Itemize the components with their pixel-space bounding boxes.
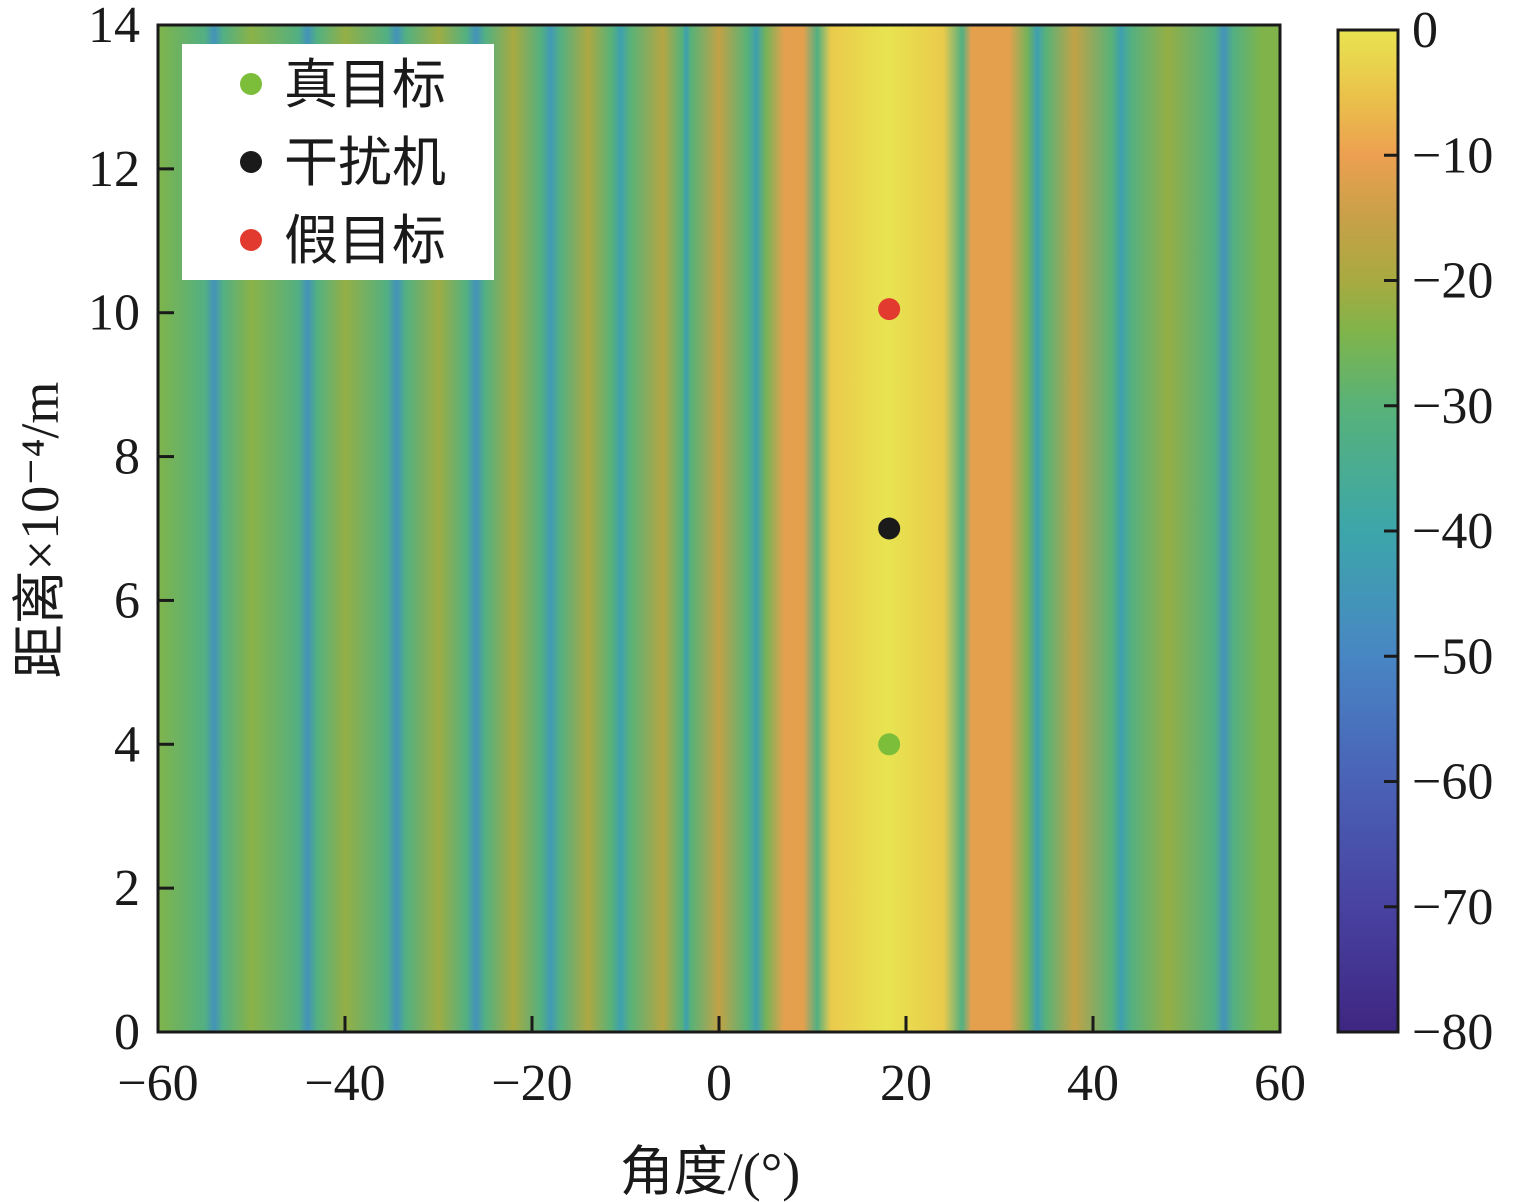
colorbar-tick-label: −60 [1412,754,1493,811]
target-points [878,298,901,756]
colorbar-tick-label: −20 [1412,253,1493,310]
y-tick-label: 4 [114,716,140,773]
x-tick-label: 40 [1067,1055,1119,1112]
y-tick-label: 0 [114,1004,140,1061]
x-axis-ticks: −60 −40 −20 0 20 40 60 [117,1016,1306,1112]
colorbar-ticks: 0 −10 −20 −30 −40 −50 −60 −70 −80 [1384,2,1493,1061]
data-point-3 [878,298,901,321]
x-tick-label: −20 [491,1055,572,1112]
y-tick-label: 12 [88,141,140,198]
x-tick-label: 0 [706,1055,732,1112]
legend-label: 干扰机 [284,133,446,193]
colorbar-tick-label: −10 [1412,127,1493,184]
legend-label: 真目标 [284,55,446,115]
y-tick-label: 8 [114,429,140,486]
y-tick-label: 6 [114,572,140,629]
legend-label: 假目标 [284,211,446,271]
colorbar-tick-label: −30 [1412,378,1493,435]
x-tick-label: −40 [304,1055,385,1112]
data-point-1 [878,733,901,756]
colorbar-tick-label: −40 [1412,503,1493,560]
colorbar-tick-label: 0 [1412,2,1438,59]
legend-marker [240,229,262,251]
y-tick-label: 10 [88,285,140,342]
data-point-2 [878,517,901,540]
colorbar-tick-label: −50 [1412,628,1493,685]
y-tick-label: 2 [114,860,140,917]
x-axis-title: 角度/(°) [620,1142,801,1202]
colorbar-tick-label: −70 [1412,879,1493,936]
legend-box [182,44,494,280]
legend-marker [240,151,262,173]
x-tick-label: 60 [1254,1055,1306,1112]
y-tick-label: 14 [88,0,140,54]
legend-marker [240,73,262,95]
colorbar: 0 −10 −20 −30 −40 −50 −60 −70 −80 [1336,2,1493,1061]
colorbar-tick-label: −80 [1412,1004,1493,1061]
y-axis-title: 距离×10⁻⁴/m [10,382,70,679]
y-axis-ticks: 0 2 4 6 8 10 12 14 [88,0,174,1061]
x-tick-label: −60 [117,1055,198,1112]
x-tick-label: 20 [880,1055,932,1112]
